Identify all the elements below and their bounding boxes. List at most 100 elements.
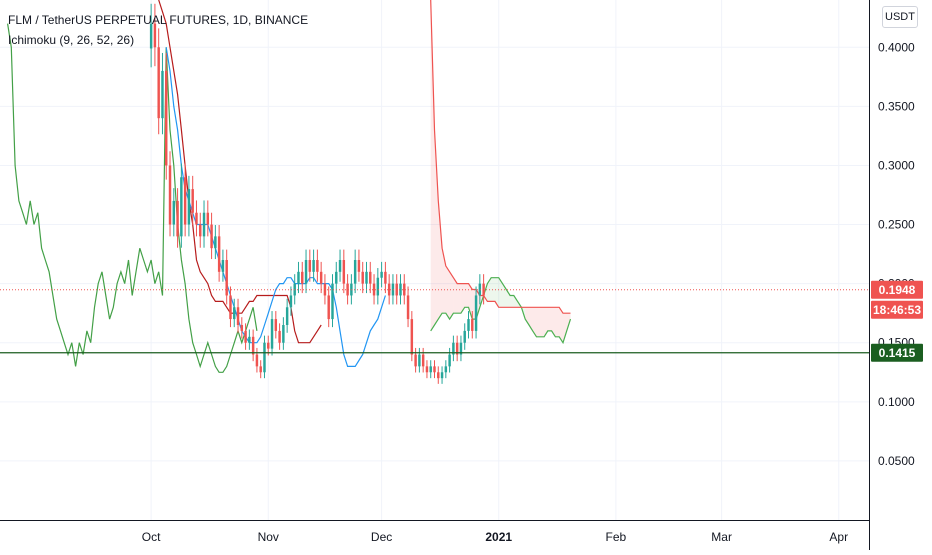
- cloud-segment: [445, 265, 450, 320]
- candle-body: [440, 372, 444, 379]
- candle-body: [297, 271, 300, 284]
- x-tick-label: Feb: [606, 530, 627, 544]
- cloud-segment: [453, 277, 458, 314]
- x-tick-label: Nov: [258, 530, 279, 544]
- x-tick-label: Apr: [829, 530, 848, 544]
- cloud-segment: [555, 307, 560, 337]
- candle-body: [274, 319, 278, 331]
- candle-body: [187, 189, 191, 225]
- horizontal-lines: [0, 289, 869, 354]
- currency-button[interactable]: USDT: [882, 6, 918, 28]
- chart-legend: FLM / TetherUS PERPETUAL FUTURES, 1D, BI…: [8, 10, 308, 50]
- candle-body: [437, 372, 440, 379]
- candle-body: [384, 271, 387, 284]
- candle-body: [463, 330, 466, 343]
- candle-body: [172, 200, 176, 225]
- candle-body: [206, 212, 210, 225]
- candle-body: [233, 307, 236, 320]
- candle-body: [195, 212, 198, 225]
- candle-body: [210, 224, 213, 249]
- cloud-segment: [502, 283, 507, 308]
- candle-body: [267, 342, 270, 349]
- candle-body: [221, 260, 225, 272]
- candle-body: [153, 23, 157, 48]
- candle-body: [157, 47, 160, 119]
- cloud-segment: [506, 289, 511, 308]
- candle-body: [316, 260, 319, 272]
- candle-body: [308, 260, 312, 272]
- candle-body: [229, 295, 232, 320]
- candle-body: [372, 283, 376, 296]
- lead-b-line: [430, 0, 571, 314]
- candle-body: [168, 165, 172, 225]
- countdown-label-bg: [871, 300, 923, 319]
- candle-body: [278, 330, 281, 343]
- support-price-label-bg: [871, 343, 923, 362]
- last-price-label-bg: [871, 280, 923, 299]
- ichimoku-lines: [7, 0, 572, 373]
- conversion-line: [165, 47, 386, 367]
- candle-body: [214, 236, 217, 249]
- symbol-title: FLM / TetherUS PERPETUAL FUTURES, 1D, BI…: [8, 13, 309, 27]
- last-price-label: 0.1948: [879, 283, 916, 297]
- lagging-span-line: [7, 23, 258, 373]
- candle-body: [149, 23, 153, 49]
- candle-body: [251, 336, 255, 355]
- candle-body: [380, 271, 383, 278]
- candle-body: [335, 271, 338, 284]
- candle-body: [361, 271, 364, 284]
- candle-body: [459, 342, 463, 355]
- y-tick-label: 0.3500: [878, 99, 915, 113]
- ichimoku-cloud: [430, 0, 571, 343]
- candle-body: [403, 283, 406, 296]
- lead-a-line: [430, 277, 572, 345]
- grid: [0, 0, 869, 520]
- cloud-segment: [536, 307, 541, 337]
- candle-body: [255, 354, 259, 367]
- cloud-segment: [457, 283, 461, 314]
- candle-body: [444, 366, 448, 373]
- candle-body: [263, 342, 266, 373]
- axes: 0.05000.10000.15000.20000.25000.30000.35…: [0, 0, 915, 550]
- candle-body: [270, 319, 274, 349]
- cloud-segment: [442, 248, 446, 314]
- candle-body: [191, 189, 194, 213]
- candle-body: [448, 354, 451, 367]
- candle-body: [312, 260, 315, 272]
- cloud-segment: [464, 283, 469, 308]
- candle-body: [474, 295, 478, 331]
- cloud-segment: [495, 277, 499, 308]
- candle-body: [161, 70, 164, 119]
- y-tick-label: 0.4000: [878, 40, 915, 54]
- cloud-segment: [544, 307, 548, 337]
- candle-body: [225, 260, 228, 296]
- candle-body: [180, 177, 183, 237]
- cloud-segment: [434, 130, 439, 325]
- x-tick-label: 2021: [485, 530, 512, 544]
- candle-body: [289, 295, 293, 308]
- price-labels: 0.1948 18:46:53 0.1415: [871, 280, 923, 362]
- y-tick-label: 0.1000: [878, 395, 915, 409]
- x-tick-label: Oct: [142, 530, 161, 544]
- candle-body: [342, 260, 346, 284]
- candle-body: [165, 70, 168, 166]
- cloud-segment: [540, 307, 545, 337]
- candle-body: [433, 366, 436, 373]
- x-tick-label: Mar: [711, 530, 732, 544]
- x-tick-label: Dec: [371, 530, 392, 544]
- cloud-segment: [430, 0, 435, 331]
- candle-body: [376, 277, 380, 296]
- candle-body: [369, 271, 372, 284]
- candle-body: [425, 366, 429, 373]
- candle-body: [199, 224, 202, 237]
- candle-body: [259, 366, 262, 373]
- cloud-segment: [449, 271, 454, 320]
- cloud-segment: [559, 307, 563, 343]
- candle-body: [183, 177, 187, 225]
- indicator-label[interactable]: Ichimoku (9, 26, 52, 26): [8, 33, 135, 47]
- cloud-segment: [491, 277, 495, 302]
- cloud-segment: [498, 277, 503, 308]
- candle-body: [406, 295, 410, 320]
